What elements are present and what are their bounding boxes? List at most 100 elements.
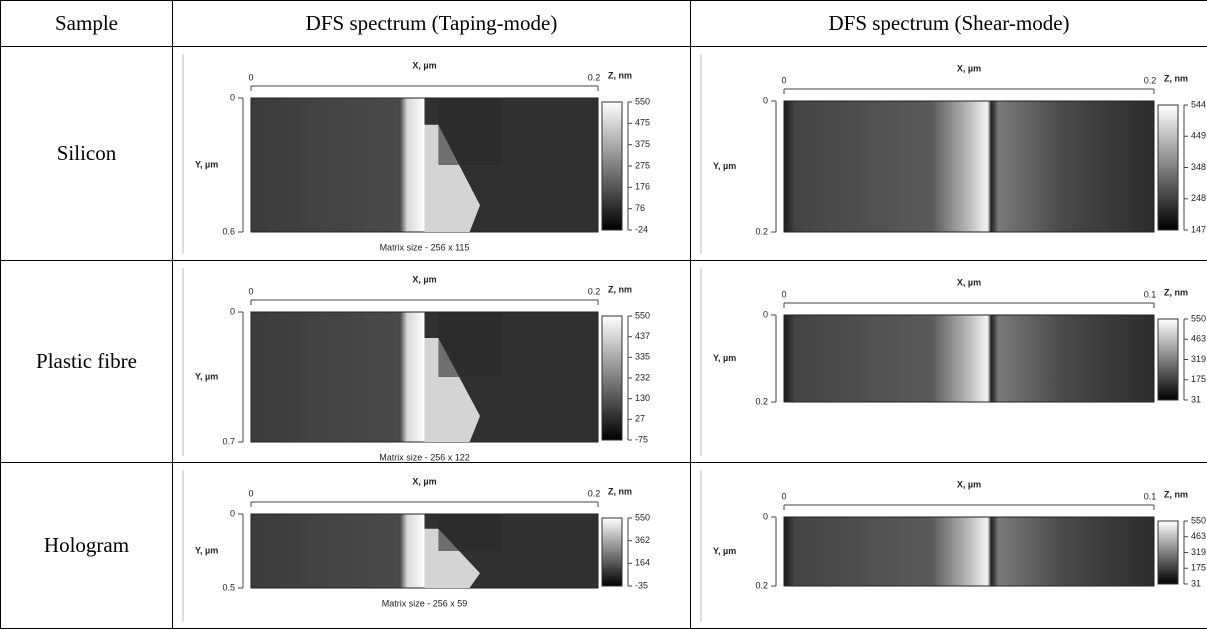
z-tick-label: 375 [635, 139, 650, 149]
row: Plastic fibre X, µm 0 0.2 Y, µm 0 0.7 Z, nm 550… [1, 261, 1207, 463]
x-tick-label: 0.1 [1144, 491, 1157, 501]
z-tick-label: 319 [1191, 353, 1206, 363]
z-tick-label: 348 [1191, 161, 1206, 171]
y-axis-label: Y, µm [195, 371, 218, 381]
z-tick-label: 176 [635, 181, 650, 191]
z-tick-label: 147 [1191, 224, 1206, 234]
matrix-size: Matrix size - 256 x 122 [379, 452, 470, 462]
z-tick-label: 319 [1191, 546, 1206, 556]
header-cell: DFS spectrum (Shear-mode) [691, 1, 1207, 47]
x-tick-label: 0 [248, 72, 253, 82]
z-tick-label: 275 [635, 160, 650, 170]
z-axis-label: Z, nm [1164, 287, 1188, 297]
x-axis-label: X, µm [412, 60, 436, 70]
z-tick-label: 449 [1191, 130, 1206, 140]
z-tick-label: 550 [635, 310, 650, 320]
z-tick-label: -75 [635, 434, 648, 444]
y-axis-label: Y, µm [713, 352, 736, 362]
z-tick-label: 175 [1191, 374, 1206, 384]
x-tick-label: 0 [781, 75, 786, 85]
y-tick-label: 0.2 [755, 226, 768, 236]
header-cell: Sample [1, 1, 173, 47]
y-axis-label: Y, µm [195, 159, 218, 169]
z-tick-label: 550 [635, 96, 650, 106]
results-table: Sample DFS spectrum (Taping-mode) DFS sp… [0, 0, 1207, 629]
z-axis-label: Z, nm [1164, 73, 1188, 83]
sample-cell: Hologram [1, 463, 173, 629]
row: Silicon X, µm 0 0.2 Y, µm 0 0.6 Z, nm 550 475 375… [1, 47, 1207, 261]
y-tick-label: 0 [230, 508, 235, 518]
matrix-size: Matrix size - 256 x 59 [382, 598, 468, 608]
x-tick-label: 0.2 [588, 72, 601, 82]
sample-cell: Plastic fibre [1, 261, 173, 463]
z-tick-label: 463 [1191, 531, 1206, 541]
x-tick-label: 0.2 [588, 488, 601, 498]
z-tick-label: 31 [1191, 578, 1201, 588]
y-tick-label: 0 [763, 511, 768, 521]
afm-image [784, 101, 1154, 232]
z-axis-label: Z, nm [1164, 489, 1188, 499]
y-tick-label: 0.6 [222, 226, 235, 236]
z-tick-label: 175 [1191, 562, 1206, 572]
afm-image [784, 517, 1154, 586]
color-bar [602, 518, 622, 586]
x-tick-label: 0 [248, 286, 253, 296]
y-axis-label: Y, µm [713, 545, 736, 555]
z-axis-label: Z, nm [608, 486, 632, 496]
z-tick-label: 437 [635, 331, 650, 341]
sample-cell: Silicon [1, 47, 173, 261]
afm-image [784, 315, 1154, 402]
x-axis-label: X, µm [957, 63, 981, 73]
x-axis-label: X, µm [957, 479, 981, 489]
x-tick-label: 0 [781, 289, 786, 299]
y-tick-label: 0 [230, 306, 235, 316]
z-tick-label: 130 [635, 393, 650, 403]
z-tick-label: 248 [1191, 193, 1206, 203]
y-axis-label: Y, µm [713, 160, 736, 170]
z-tick-label: 362 [635, 535, 650, 545]
z-tick-label: 550 [635, 512, 650, 522]
z-tick-label: 544 [1191, 99, 1206, 109]
color-bar [1158, 521, 1178, 584]
panel-cell: X, µm 0 0.1 Y, µm 0 0.2 Z, nm 550 463 319 175 31 [691, 261, 1207, 463]
color-bar [602, 102, 622, 230]
y-tick-label: 0 [763, 309, 768, 319]
x-tick-label: 0 [248, 488, 253, 498]
y-tick-label: 0.2 [755, 580, 768, 590]
z-axis-label: Z, nm [608, 70, 632, 80]
z-tick-label: 31 [1191, 394, 1201, 404]
z-tick-label: 475 [635, 117, 650, 127]
y-tick-label: 0.2 [755, 396, 768, 406]
x-tick-label: 0.1 [1144, 289, 1157, 299]
color-bar [1158, 105, 1178, 230]
afm-striation [438, 98, 500, 165]
color-bar [602, 316, 622, 440]
z-tick-label: 76 [635, 203, 645, 213]
color-bar [1158, 319, 1178, 400]
z-tick-label: 232 [635, 372, 650, 382]
z-tick-label: 550 [1191, 313, 1206, 323]
matrix-size: Matrix size - 256 x 115 [380, 242, 470, 252]
header-cell: DFS spectrum (Taping-mode) [173, 1, 691, 47]
row: Hologram X, µm 0 0.2 Y, µm 0 0.5 Z, nm 550 362 16… [1, 463, 1207, 629]
z-tick-label: 463 [1191, 333, 1206, 343]
y-tick-label: 0.7 [222, 436, 235, 446]
y-tick-label: 0.5 [222, 582, 235, 592]
afm-striation [438, 312, 500, 377]
x-axis-label: X, µm [412, 274, 436, 284]
afm-panel: X, µm 0 0.1 Y, µm 0 0.2 Z, nm 550 463 319 175 31 [691, 262, 1206, 462]
afm-striation [438, 514, 500, 551]
header-row: Sample DFS spectrum (Taping-mode) DFS sp… [1, 1, 1207, 47]
x-axis-label: X, µm [957, 277, 981, 287]
z-tick-label: -24 [635, 224, 648, 234]
z-tick-label: 164 [635, 557, 650, 567]
z-axis-label: Z, nm [608, 284, 632, 294]
